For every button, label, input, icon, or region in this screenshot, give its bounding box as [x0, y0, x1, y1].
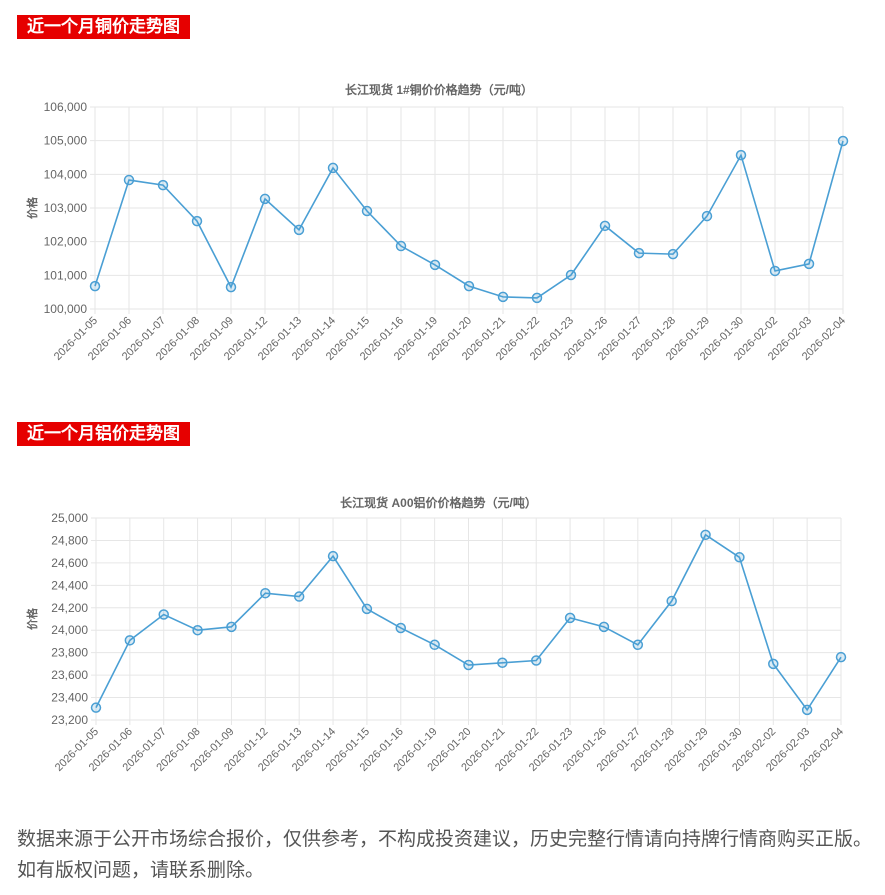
data-point [124, 635, 136, 646]
data-point [225, 281, 237, 293]
data-point [734, 552, 745, 563]
data-point [429, 639, 440, 651]
y-tick-label: 104,000 [44, 167, 88, 181]
y-tick-label: 24,400 [51, 578, 88, 592]
data-point [531, 292, 543, 304]
data-point [327, 162, 339, 174]
y-axis-label: 价格 [25, 196, 39, 219]
data-point [598, 621, 610, 633]
y-tick-label: 105,000 [44, 134, 88, 148]
y-tick-label: 102,000 [44, 235, 88, 249]
data-point [497, 657, 508, 669]
data-point [157, 179, 169, 191]
data-point [666, 595, 677, 607]
data-point [667, 248, 679, 260]
data-point [463, 280, 475, 292]
chart-title: 长江现货 1#铜价价格趋势（元/吨） [345, 82, 533, 97]
data-point [530, 655, 542, 666]
data-point [90, 702, 102, 713]
data-point [260, 587, 271, 599]
data-point [293, 224, 305, 236]
y-tick-label: 100,000 [44, 302, 88, 316]
y-tick-label: 25,000 [51, 511, 88, 525]
aluminum-section-header: 近一个月铝价走势图 [17, 422, 190, 446]
data-point [599, 220, 611, 232]
y-tick-label: 24,200 [51, 601, 88, 615]
copper-section-header: 近一个月铜价走势图 [17, 15, 190, 39]
data-point [735, 149, 747, 161]
price-line [95, 533, 842, 712]
price-line [94, 140, 844, 299]
data-point [259, 193, 271, 205]
y-axis-label: 价格 [25, 607, 39, 630]
data-point [361, 205, 373, 217]
data-point [361, 603, 373, 615]
y-tick-label: 24,800 [51, 533, 88, 547]
y-tick-label: 23,200 [51, 713, 88, 727]
y-tick-label: 106,000 [44, 100, 88, 114]
data-point [158, 609, 169, 620]
chart-title: 长江现货 A00铝价价格趋势（元/吨） [340, 495, 537, 510]
data-point [226, 621, 237, 633]
y-tick-label: 101,000 [44, 268, 88, 282]
data-point [293, 591, 305, 602]
data-point [395, 240, 407, 252]
data-point [803, 258, 815, 270]
data-point [700, 529, 711, 541]
data-point [564, 612, 576, 624]
data-point [463, 659, 474, 671]
data-point [429, 259, 441, 271]
data-point [632, 639, 644, 651]
data-point [701, 210, 713, 222]
data-point [395, 622, 407, 634]
data-point [768, 658, 779, 670]
data-point [633, 247, 645, 259]
data-point [327, 550, 339, 562]
y-tick-label: 103,000 [44, 201, 88, 215]
data-point [837, 135, 849, 147]
data-source-disclaimer: 数据来源于公开市场综合报价，仅供参考，不构成投资建议，历史完整行情请向持牌行情商… [17, 828, 873, 881]
data-point [497, 291, 509, 303]
data-point [89, 280, 101, 292]
data-point [769, 265, 781, 277]
data-point [565, 269, 577, 281]
y-tick-label: 23,800 [51, 646, 88, 660]
y-tick-label: 24,000 [51, 623, 88, 637]
y-tick-label: 23,400 [51, 691, 88, 705]
data-point [123, 174, 135, 186]
aluminum-price-chart: 长江现货 A00铝价价格趋势（元/吨） 价格 23,200 23,400 23,600 2… [25, 495, 847, 774]
y-tick-label: 24,600 [51, 556, 88, 570]
data-point [191, 215, 203, 227]
data-point [801, 704, 813, 716]
copper-price-chart: 长江现货 1#铜价价格趋势（元/吨） 价格 100,000 101,000 102,00… [25, 82, 849, 363]
y-tick-label: 23,600 [51, 668, 88, 682]
data-point [192, 624, 203, 636]
data-point [835, 651, 847, 663]
